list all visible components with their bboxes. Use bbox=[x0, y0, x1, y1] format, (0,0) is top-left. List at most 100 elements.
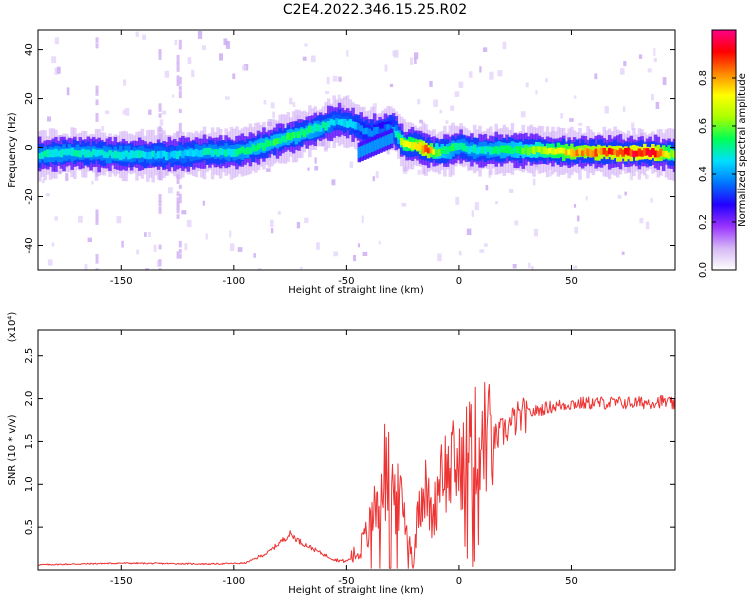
ridge-cell bbox=[329, 119, 334, 125]
ridge-cell bbox=[256, 143, 261, 150]
noise-speckle bbox=[653, 57, 657, 63]
ridge-cell bbox=[143, 151, 147, 159]
ridge-cell bbox=[580, 150, 585, 157]
ridge-cell bbox=[243, 148, 247, 155]
colorbar-label: Normalized spectral amplitude bbox=[737, 73, 748, 227]
snr-y-tick-label: 2.0 bbox=[24, 391, 35, 407]
ridge-cell bbox=[197, 150, 201, 158]
ridge-cell bbox=[413, 142, 417, 149]
ridge-cell bbox=[548, 147, 553, 154]
noise-speckle bbox=[56, 66, 61, 74]
ridge-cell bbox=[375, 126, 380, 134]
branch-cell bbox=[365, 143, 370, 155]
ridge-cell bbox=[70, 147, 74, 156]
ridge-cell bbox=[97, 149, 101, 156]
noise-speckle bbox=[619, 68, 625, 75]
ridge-cell bbox=[421, 145, 426, 154]
snr-y-tick-label: 0.5 bbox=[24, 519, 35, 535]
ridge-cell bbox=[570, 148, 574, 157]
ridge-cell bbox=[626, 147, 631, 156]
ridge-cell bbox=[105, 152, 110, 158]
ridge-cell bbox=[278, 137, 282, 144]
x-tick-label: -100 bbox=[222, 276, 245, 287]
noise-speckle bbox=[484, 243, 488, 247]
ridge-cell bbox=[100, 149, 104, 156]
snr-y-multiplier: (x10⁴) bbox=[7, 312, 18, 343]
noise-speckle bbox=[502, 41, 507, 50]
noise-speckle bbox=[514, 220, 519, 226]
noise-speckle bbox=[622, 106, 626, 113]
streak-speckle bbox=[178, 90, 182, 99]
ridge-cell bbox=[151, 150, 155, 158]
colorbar-tick-label: 0.4 bbox=[698, 166, 709, 182]
ridge-cell bbox=[386, 124, 390, 132]
noise-speckle bbox=[655, 101, 660, 109]
noise-speckle bbox=[353, 254, 357, 262]
ridge-cell bbox=[54, 148, 58, 157]
streak-speckle bbox=[158, 103, 162, 112]
streak-speckle bbox=[158, 268, 162, 270]
ridge-cell bbox=[602, 147, 607, 155]
y-tick-label: 20 bbox=[24, 92, 35, 105]
ridge-cell bbox=[181, 150, 185, 159]
noise-speckle bbox=[135, 31, 139, 37]
noise-speckle bbox=[66, 87, 70, 96]
noise-speckle bbox=[429, 80, 433, 87]
snr-y-tick-label: 1.0 bbox=[24, 476, 35, 492]
noise-speckle bbox=[497, 70, 503, 77]
noise-speckle bbox=[257, 268, 262, 270]
noise-speckle bbox=[574, 226, 579, 234]
streak-speckle bbox=[176, 54, 180, 65]
ridge-cell bbox=[229, 149, 234, 157]
ridge-cell bbox=[38, 153, 42, 159]
ridge-cell bbox=[394, 130, 399, 138]
noise-speckle bbox=[270, 228, 274, 234]
streak-speckle bbox=[176, 191, 180, 197]
noise-speckle bbox=[186, 219, 192, 228]
ridge-cell bbox=[191, 150, 196, 157]
noise-speckle bbox=[338, 76, 342, 82]
ridge-cell bbox=[526, 147, 531, 156]
noise-speckle bbox=[624, 191, 627, 196]
streak-speckle bbox=[95, 88, 99, 96]
noise-speckle bbox=[84, 264, 88, 270]
ridge-cell bbox=[510, 147, 515, 154]
noise-speckle bbox=[458, 250, 462, 256]
ridge-cell bbox=[167, 152, 172, 159]
noise-speckle bbox=[314, 157, 317, 164]
ridge-cell bbox=[216, 149, 220, 157]
ridge-cell bbox=[553, 148, 558, 155]
ridge-cell bbox=[597, 148, 601, 155]
ridge-cell bbox=[227, 148, 231, 156]
ridge-cell bbox=[162, 150, 166, 157]
noise-speckle bbox=[270, 102, 275, 109]
noise-speckle bbox=[528, 262, 531, 269]
ridge-cell bbox=[164, 152, 169, 161]
noise-speckle bbox=[414, 57, 417, 64]
noise-speckle bbox=[47, 116, 51, 122]
ridge-cell bbox=[618, 148, 623, 155]
noise-speckle bbox=[535, 90, 538, 95]
streak-speckle bbox=[95, 254, 99, 264]
ridge-cell bbox=[75, 150, 80, 157]
ridge-cell bbox=[372, 127, 377, 136]
ridge-cell bbox=[270, 140, 274, 147]
ridge-cell bbox=[475, 147, 480, 155]
ridge-cell bbox=[189, 148, 193, 157]
ridge-cell bbox=[521, 147, 525, 155]
ridge-cell bbox=[513, 146, 517, 153]
ridge-cell bbox=[108, 150, 112, 156]
noise-speckle bbox=[41, 179, 45, 184]
noise-speckle bbox=[325, 90, 330, 95]
ridge-cell bbox=[540, 146, 544, 155]
ridge-cell bbox=[370, 130, 374, 137]
x-tick-label: 0 bbox=[456, 276, 462, 287]
ridge-cell bbox=[364, 127, 369, 135]
ridge-cell bbox=[453, 142, 458, 151]
noise-speckle bbox=[142, 34, 147, 40]
noise-speckle bbox=[161, 110, 167, 115]
heatmap-marks bbox=[38, 30, 675, 270]
ridge-cell bbox=[232, 149, 236, 157]
streak-speckle bbox=[178, 249, 182, 254]
noise-speckle bbox=[549, 171, 552, 177]
